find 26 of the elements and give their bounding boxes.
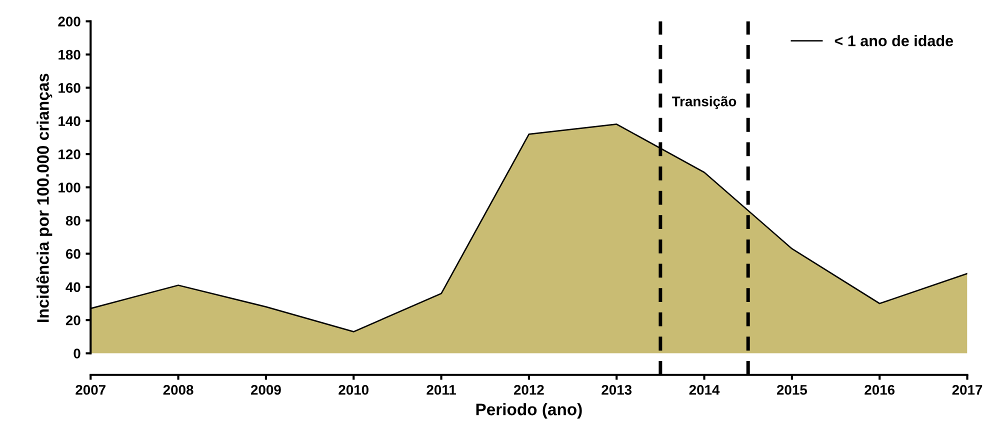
x-tick-label: 2014 — [689, 384, 720, 395]
x-tick-label: 2016 — [864, 384, 895, 395]
x-tick-label: 2012 — [514, 384, 544, 395]
x-tick-label: 2010 — [338, 384, 368, 395]
y-tick-label: 160 — [58, 83, 80, 93]
y-tick-label: 100 — [58, 182, 80, 192]
y-tick-label: 20 — [66, 315, 80, 326]
y-tick-label: 180 — [58, 50, 80, 60]
y-tick-label: 140 — [58, 116, 80, 126]
y-tick-label: 40 — [66, 282, 80, 292]
y-tick-label: 200 — [58, 16, 80, 26]
y-tick-label: 60 — [66, 249, 80, 259]
y-tick-label: 0 — [74, 348, 80, 358]
x-tick-label: 2011 — [426, 384, 456, 395]
y-axis-title: Incidência por 100.000 crianças — [36, 74, 52, 322]
y-tick-label: 80 — [66, 216, 80, 226]
x-tick-label: 2009 — [250, 384, 281, 395]
x-axis-title: Periodo (ano) — [476, 403, 582, 419]
legend-label: < 1 ano de idade — [834, 35, 954, 46]
x-tick-label: 2008 — [163, 384, 194, 395]
annotation: Transição — [672, 96, 736, 110]
x-tick-label: 2015 — [776, 384, 808, 395]
y-tick-label: 120 — [58, 149, 80, 160]
x-tick-label: 2013 — [602, 384, 632, 395]
x-tick-label: 2017 — [952, 384, 982, 395]
x-tick-label: 2007 — [76, 384, 106, 395]
